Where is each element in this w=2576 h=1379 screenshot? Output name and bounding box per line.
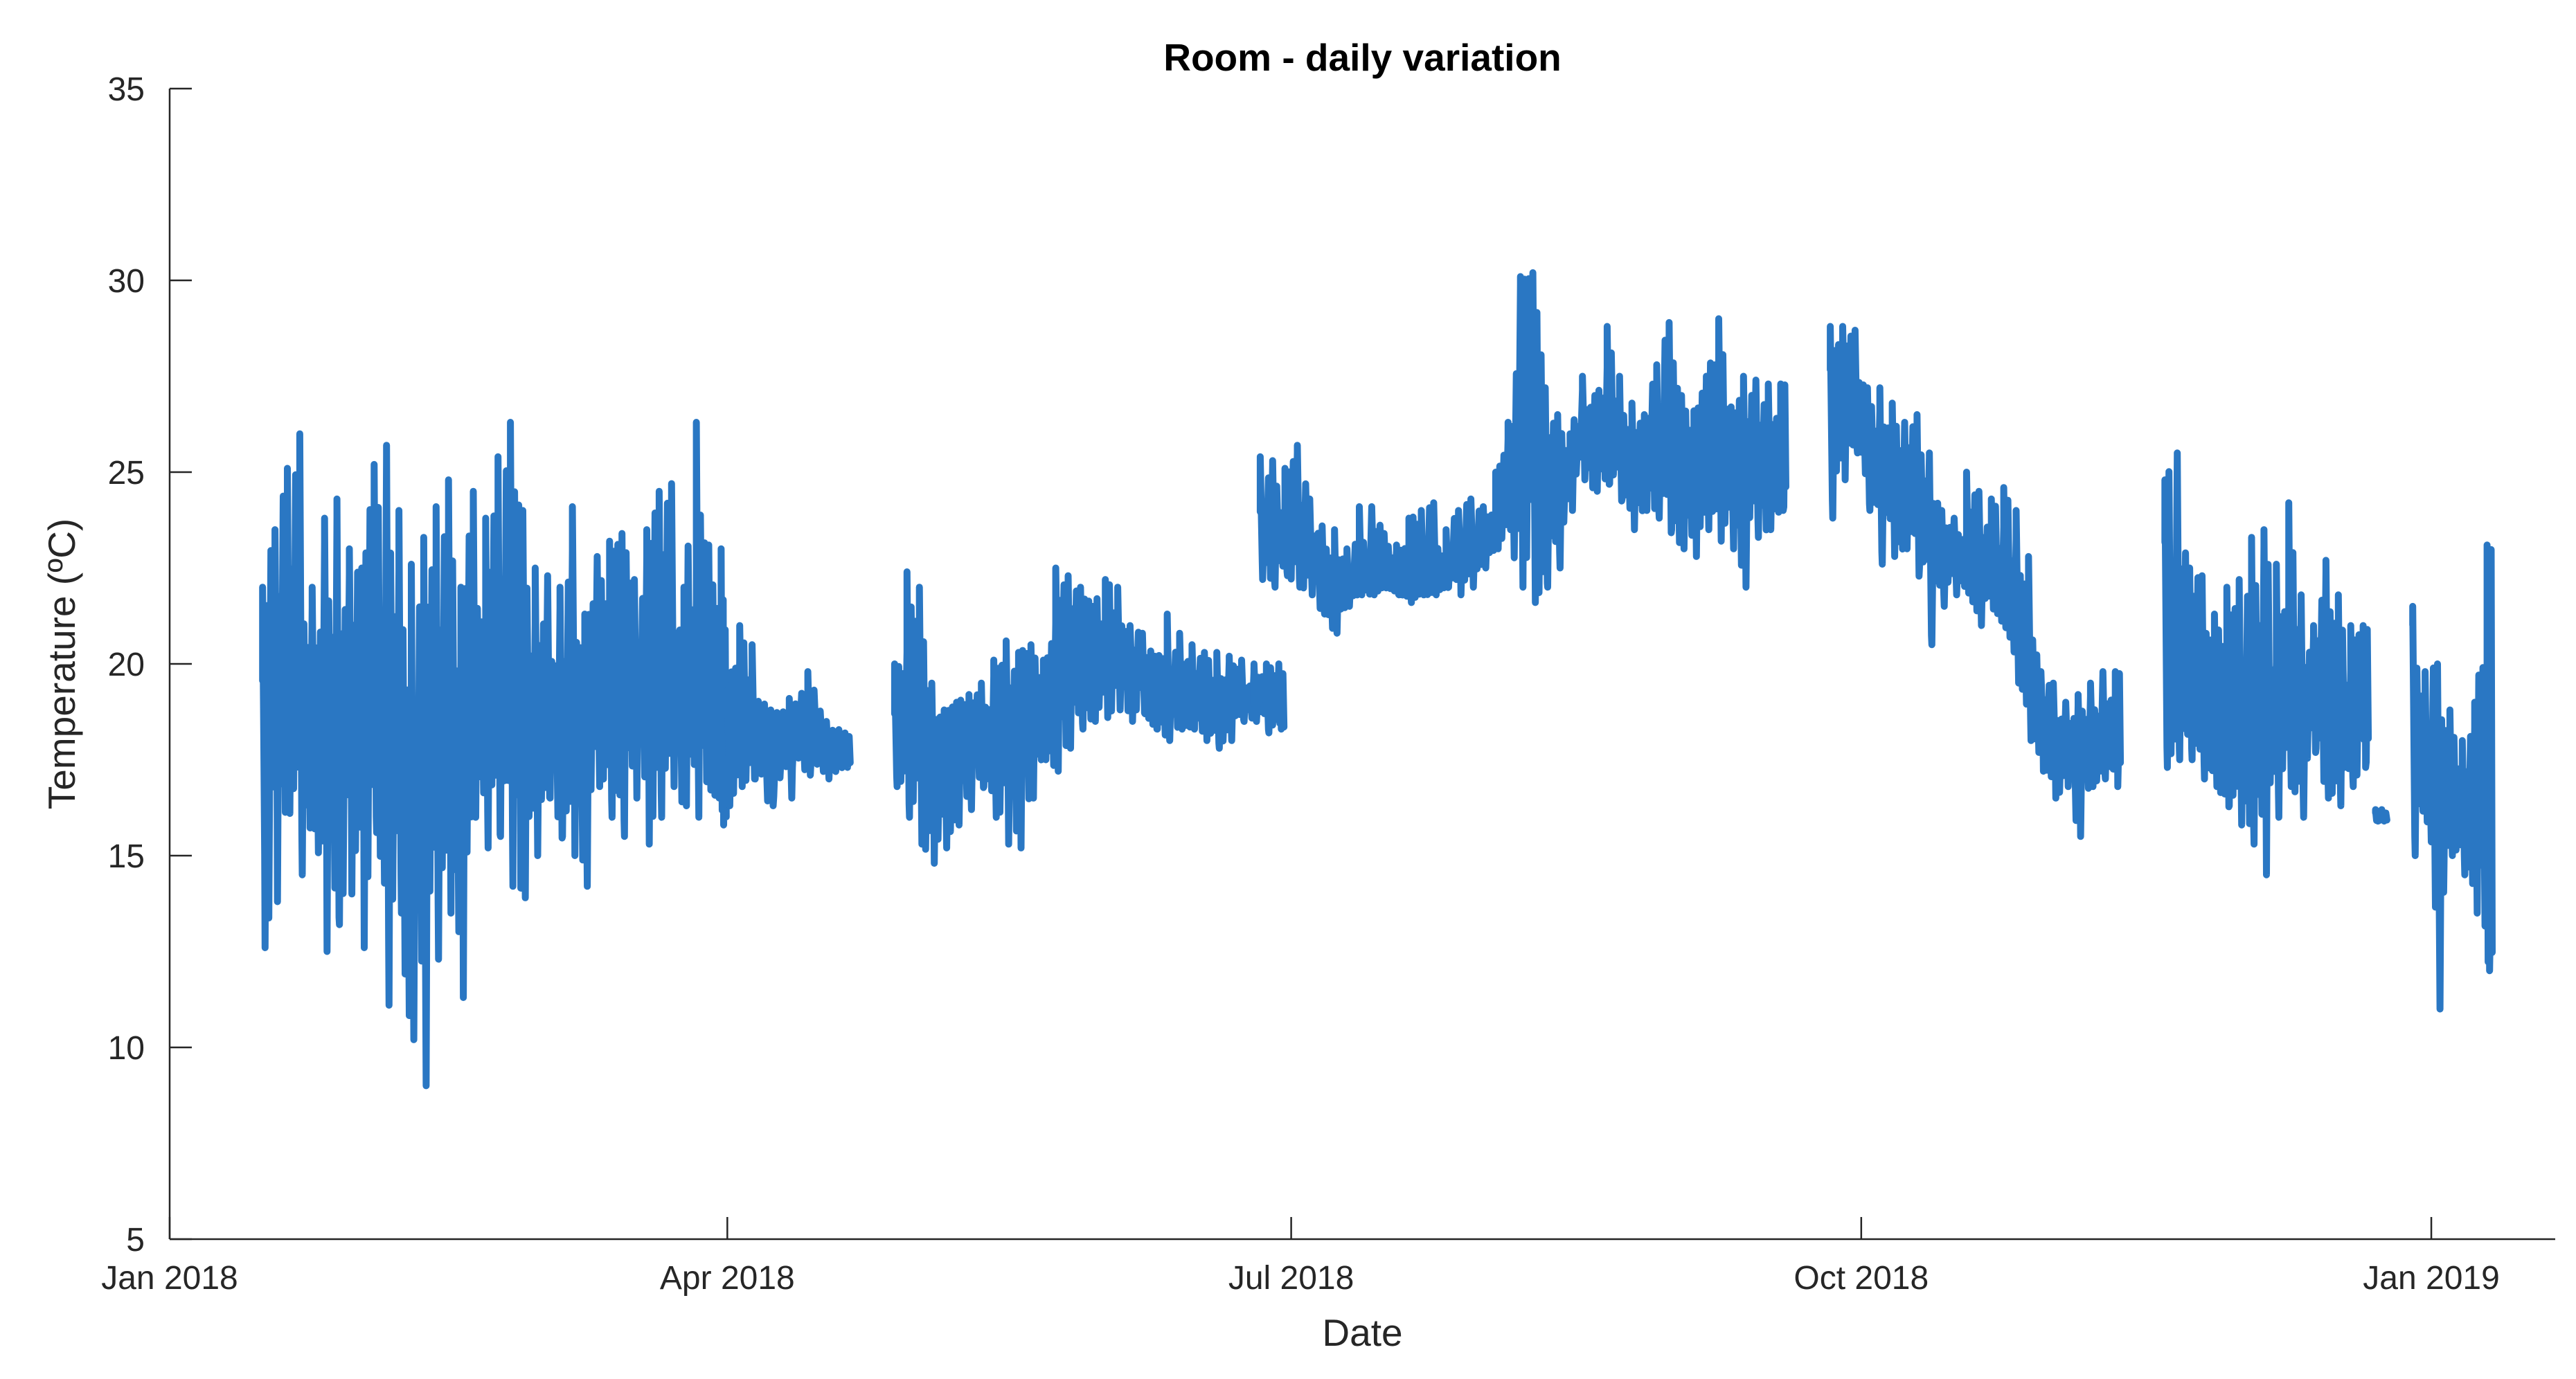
series-segment-9 xyxy=(2409,541,2496,1013)
x-tick-label: Jan 2019 xyxy=(2363,1260,2500,1297)
y-tick-label: 25 xyxy=(108,455,145,492)
data-series xyxy=(259,269,2496,1090)
series-segment-8 xyxy=(2372,806,2390,825)
y-tick-label: 35 xyxy=(108,71,145,108)
series-segment-5 xyxy=(1256,269,1789,637)
y-tick-label: 10 xyxy=(108,1030,145,1067)
series-segment-1 xyxy=(259,419,730,1090)
y-tick-label: 30 xyxy=(108,263,145,300)
series-segment-3 xyxy=(891,564,1288,867)
y-tick-label: 15 xyxy=(108,838,145,875)
x-tick-label: Oct 2018 xyxy=(1794,1260,1929,1297)
y-tick-label: 5 xyxy=(126,1222,145,1259)
series-segment-2 xyxy=(724,622,854,809)
x-tick-label: Jul 2018 xyxy=(1228,1260,1354,1297)
x-tick-label: Apr 2018 xyxy=(660,1260,795,1297)
series-segment-6 xyxy=(1827,323,2125,840)
series-segment-4 xyxy=(1250,664,1263,714)
ticks: 5 10 15 20 25 30 35 Jan 2018 Apr 2018 Jul 2018 Oct… xyxy=(101,71,2500,1297)
x-tick-label: Jan 2018 xyxy=(101,1260,238,1297)
chart-title: Room - daily variation xyxy=(1163,36,1562,79)
series-segment-7 xyxy=(2161,449,2372,878)
y-tick-label: 20 xyxy=(108,647,145,683)
x-axis-label: Date xyxy=(1322,1311,1402,1354)
y-axis-label: Temperature (ºC) xyxy=(40,519,83,809)
